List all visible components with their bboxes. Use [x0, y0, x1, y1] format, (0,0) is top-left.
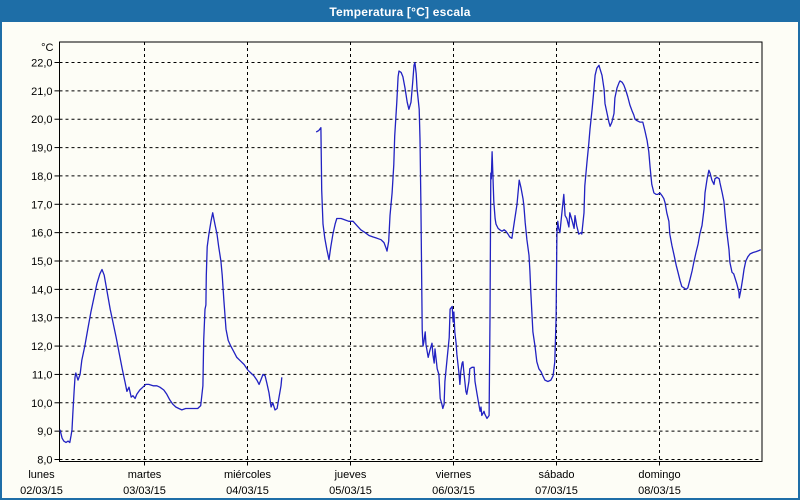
x-axis-day-label: miércoles: [224, 469, 272, 481]
plot-border: [59, 41, 763, 462]
x-axis-day-label: sábado: [538, 469, 574, 481]
y-tick-label: 11,0: [32, 369, 53, 381]
y-tick-label: 17,0: [31, 199, 52, 211]
chart-area: °C 22,0 21,0 20,0 19,0 18,0 17,0 16,0 15,0 14,0 13…: [4, 24, 798, 498]
x-axis-day-label: jueves: [334, 469, 367, 481]
y-tick-label: 21,0: [31, 86, 52, 98]
title-bar[interactable]: Temperatura [°C] escala: [2, 2, 798, 22]
x-axis-date-label: 08/03/15: [638, 485, 681, 497]
y-tick-label: 10,0: [31, 398, 52, 410]
x-axis-date-label: 05/03/15: [329, 485, 372, 497]
x-axis-date-label: 03/03/15: [123, 485, 166, 497]
x-axis-day-label: lunes: [28, 469, 55, 481]
y-tick-label: 22,0: [31, 58, 52, 70]
temperature-line: [59, 212, 283, 444]
x-axis-date-label: 07/03/15: [535, 485, 578, 497]
x-axis-day-label: martes: [128, 469, 162, 481]
temperature-line: [315, 61, 762, 420]
y-tick-label: 16,0: [31, 228, 52, 240]
y-tick-label: 15,0: [31, 256, 52, 268]
x-axis-date-label: 02/03/15: [20, 485, 63, 497]
x-axis-date-label: 04/03/15: [226, 485, 269, 497]
y-tick-label: 12,0: [31, 341, 52, 353]
y-tick-label: 9,0: [37, 426, 52, 438]
y-tick-label: 14,0: [31, 284, 52, 296]
window-title: Temperatura [°C] escala: [329, 5, 471, 19]
y-tick-label: 13,0: [31, 313, 52, 325]
temperature-chart: °C 22,0 21,0 20,0 19,0 18,0 17,0 16,0 15,0 14,0 13…: [20, 41, 763, 497]
y-tick-label: 18,0: [31, 171, 52, 183]
x-axis-date-label: 06/03/15: [432, 485, 475, 497]
y-tick-label: 20,0: [31, 114, 52, 126]
x-axis-day-label: viernes: [436, 469, 472, 481]
x-axis-day-label: domingo: [638, 469, 680, 481]
y-tick-label: 8,0: [37, 455, 52, 467]
y-tick-label: 19,0: [31, 143, 52, 155]
y-axis-unit-label: °C: [41, 42, 53, 54]
